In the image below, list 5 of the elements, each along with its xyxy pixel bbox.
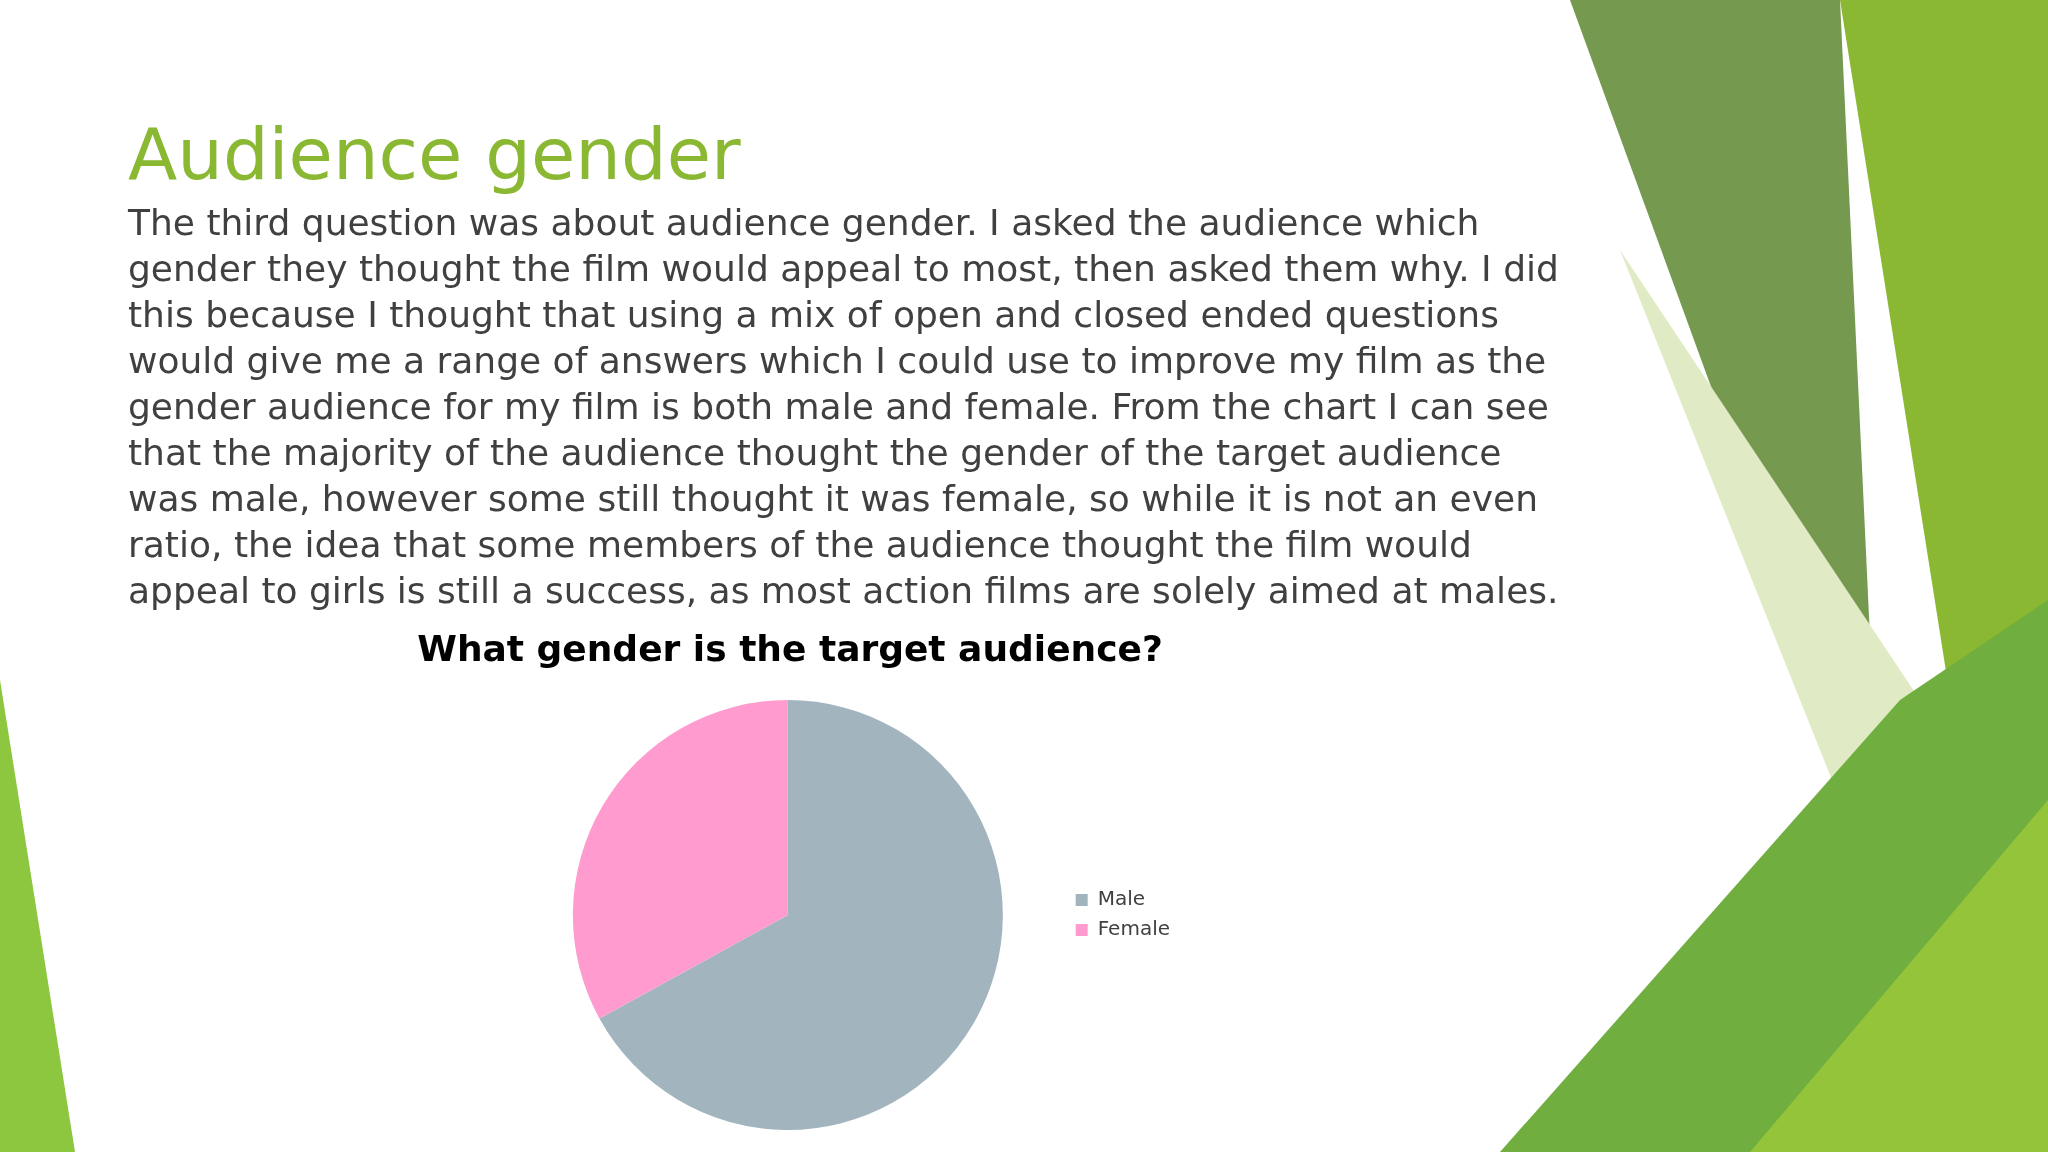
legend-label: Male [1097, 886, 1146, 911]
chart-title: Audience gender [128, 112, 741, 196]
legend-label: Female [1097, 916, 1171, 941]
text: The third question was about audience gender. I asked the audience which gender they thought the film would appeal to most, then asked them why. I did this because I thought that using a mix of open and closed ended questions would give me a range of answers which I could use to improve my film as the gender audience for my film is both male and female. From the chart I can see that the majority of the audience thought the gender of the target audience was male, however some still thought it was female, so while it is not an even ratio, the idea that some members of the audience thought the film would appeal to girls is still a success, as most action films are solely aimed at males. [128, 202, 1559, 611]
text: What gender is the target audience? [416, 628, 1164, 669]
